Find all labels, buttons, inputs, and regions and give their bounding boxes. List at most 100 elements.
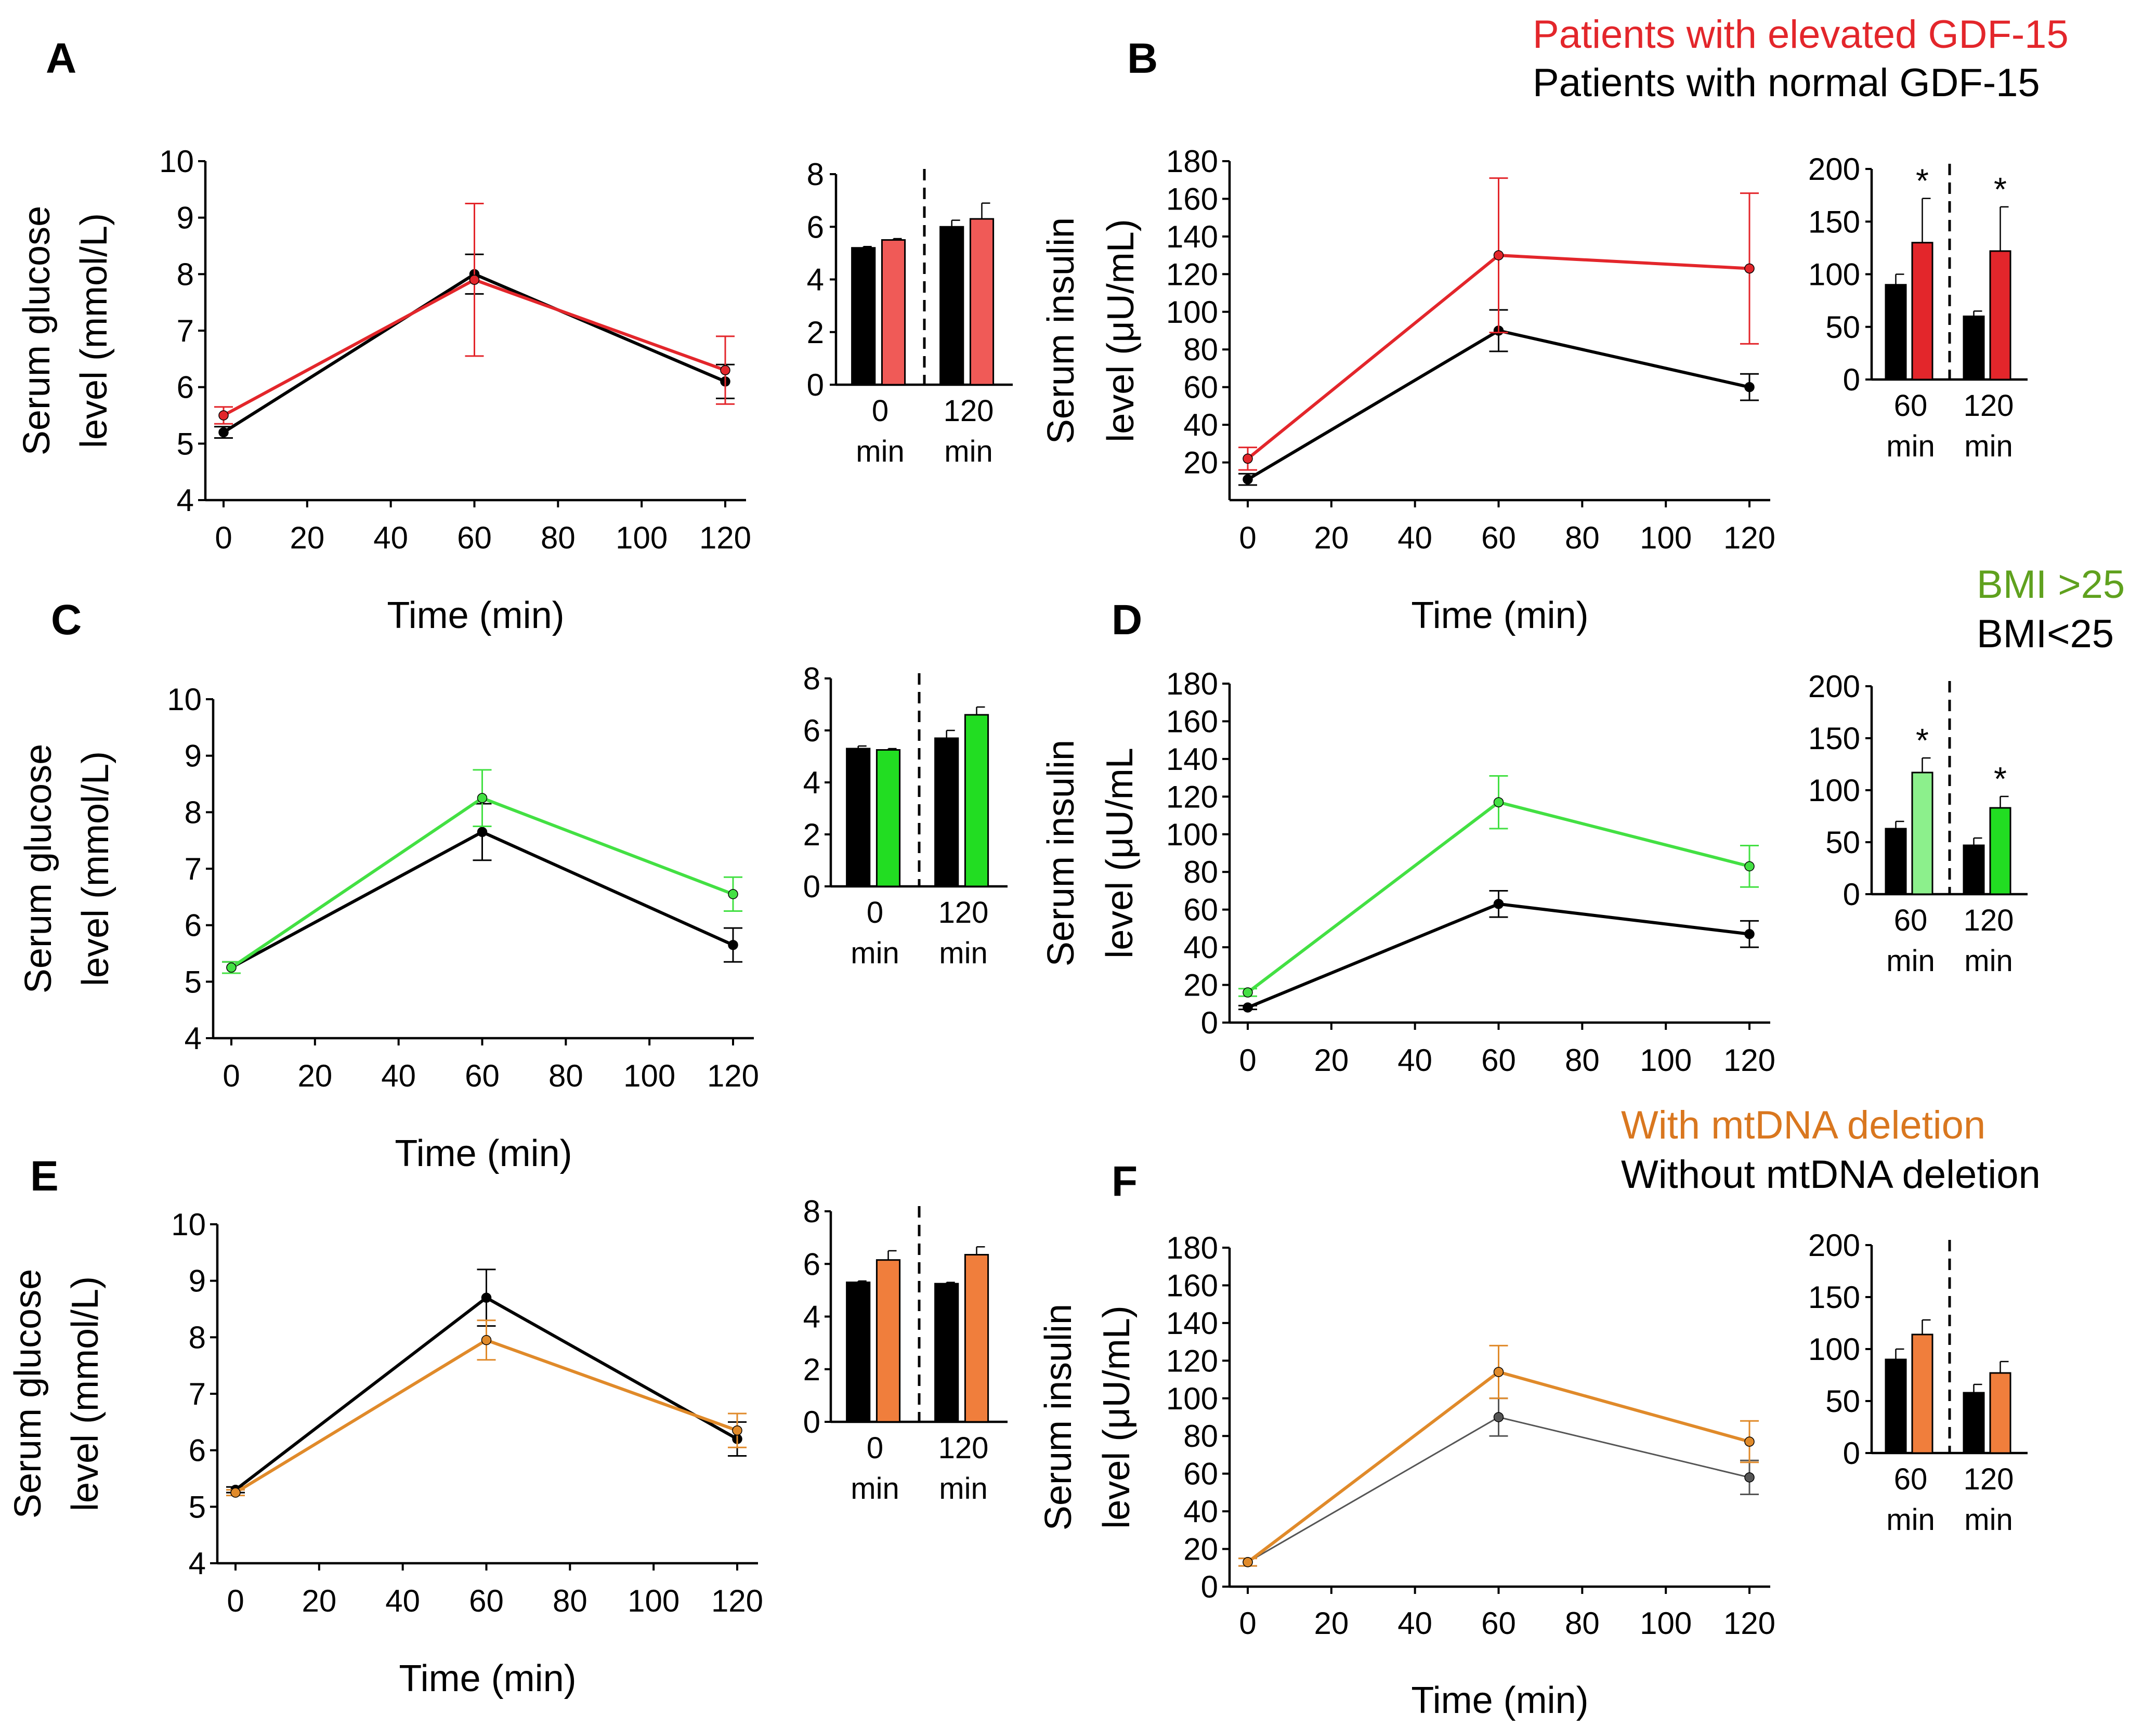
data-point: [1744, 1436, 1755, 1447]
inset-bar: [1989, 1372, 2011, 1454]
x-tick-label: 60: [469, 1584, 504, 1618]
x-tick-label: 60: [1481, 1043, 1516, 1078]
inset-bar-chart: 0 2 4 6 8 0 min 120 min: [803, 661, 1008, 970]
y-axis-title-line: Serum glucose: [18, 744, 59, 993]
inset-y-tick-label: 4: [807, 263, 824, 297]
series-line: [234, 1338, 738, 1494]
inset-category-label: 120: [938, 896, 989, 930]
inset-category-label: 120: [944, 394, 994, 428]
inset-bar: [934, 1283, 959, 1423]
x-tick-label: 80: [541, 520, 576, 555]
inset-category-label: 120: [1964, 389, 2014, 423]
x-tick-label: 80: [1565, 1606, 1600, 1641]
y-tick-label: 100: [1166, 1381, 1218, 1416]
y-tick-label: 4: [189, 1546, 206, 1581]
y-axis-title-line: Serum insulin: [1040, 740, 1082, 966]
data-point: [477, 793, 488, 803]
x-tick-label: 100: [616, 520, 668, 555]
data-point: [1243, 1002, 1253, 1013]
data-point: [720, 365, 730, 375]
y-axis-title-line: level (mmol/L): [64, 1276, 106, 1511]
data-point: [230, 1487, 241, 1498]
significance-star: *: [1916, 162, 1929, 200]
series-1: [1238, 1344, 1759, 1567]
data-point: [218, 427, 229, 438]
panel-letter-c: C: [51, 596, 82, 644]
y-axis-title-line: level (μU/mL): [1096, 1305, 1138, 1529]
data-point: [1493, 1367, 1504, 1377]
series-1: [222, 769, 742, 974]
y-tick-label: 120: [1166, 257, 1218, 292]
x-tick-label: 100: [1640, 520, 1692, 555]
x-axis-title: Time (min): [387, 595, 564, 636]
inset-y-tick-label: 0: [803, 869, 820, 904]
x-tick-label: 60: [465, 1058, 500, 1093]
inset-category-label: 0: [867, 896, 883, 930]
x-tick-label: 20: [297, 1058, 332, 1093]
inset-bar: [876, 1259, 901, 1423]
inset-y-tick-label: 150: [1808, 721, 1860, 756]
data-point: [1493, 899, 1504, 909]
panel-letter-a: A: [46, 35, 76, 82]
data-point: [469, 274, 480, 285]
y-axis-title-line: Serum glucose: [16, 206, 58, 455]
inset-bar: [1911, 771, 1933, 895]
y-tick-label: 10: [159, 144, 194, 179]
inset-bar: [939, 226, 964, 386]
inset-bar: [1989, 807, 2011, 895]
inset-category-label: min: [1964, 429, 2013, 463]
y-tick-label: 180: [1166, 1231, 1218, 1265]
inset-y-tick-label: 100: [1808, 257, 1860, 292]
x-tick-label: 0: [227, 1584, 244, 1618]
y-tick-label: 140: [1166, 742, 1218, 777]
inset-y-tick-label: 6: [807, 210, 824, 244]
x-tick-label: 0: [215, 520, 232, 555]
inset-y-tick-label: 4: [803, 1300, 820, 1334]
data-point: [1493, 1412, 1504, 1422]
y-tick-label: 180: [1166, 666, 1218, 701]
x-axis-title: Time (min): [395, 1133, 572, 1174]
inset-bar: [1963, 844, 1985, 895]
legend-bmi-low: BMI<25: [1977, 612, 2114, 656]
y-tick-label: 100: [1166, 295, 1218, 330]
data-point: [1243, 987, 1253, 998]
x-axis-title: Time (min): [1411, 1680, 1588, 1721]
x-tick-label: 80: [1565, 520, 1600, 555]
inset-y-tick-label: 4: [803, 765, 820, 800]
data-point: [1243, 453, 1253, 464]
x-axis-title: Time (min): [399, 1658, 576, 1699]
y-tick-label: 40: [1183, 408, 1218, 442]
x-tick-label: 60: [1481, 520, 1516, 555]
inset-category-label: min: [1886, 944, 1935, 978]
y-tick-label: 5: [177, 426, 194, 461]
y-tick-label: 7: [185, 852, 202, 886]
inset-category-label: min: [1964, 944, 2013, 978]
x-axis-title: Time (min): [1411, 595, 1588, 636]
series-1: [226, 1319, 747, 1498]
series-0: [1238, 889, 1759, 1013]
x-tick-label: 40: [1397, 1043, 1432, 1078]
inset-category-label: 60: [1894, 389, 1928, 423]
y-tick-label: 100: [1166, 817, 1218, 852]
y-tick-label: 9: [185, 739, 202, 774]
y-tick-label: 180: [1166, 144, 1218, 179]
y-tick-label: 4: [177, 483, 194, 518]
x-tick-label: 120: [1723, 520, 1775, 555]
y-tick-label: 160: [1166, 181, 1218, 216]
significance-star: *: [1916, 722, 1929, 759]
x-tick-label: 20: [302, 1584, 336, 1618]
inset-category-label: min: [851, 936, 899, 970]
y-axis-title-line: Serum glucose: [7, 1269, 49, 1519]
y-tick-label: 5: [185, 964, 202, 999]
inset-bar: [964, 714, 989, 887]
inset-bar-chart: 0 50 100 150 200 * 60 min * 120 min: [1808, 152, 2028, 463]
y-axis-title-line: Serum insulin: [1038, 1304, 1079, 1530]
x-tick-label: 20: [290, 520, 324, 555]
x-tick-label: 80: [548, 1058, 583, 1093]
y-axis-title-line: Serum insulin: [1040, 217, 1082, 444]
panel-letter-b: B: [1127, 35, 1158, 82]
